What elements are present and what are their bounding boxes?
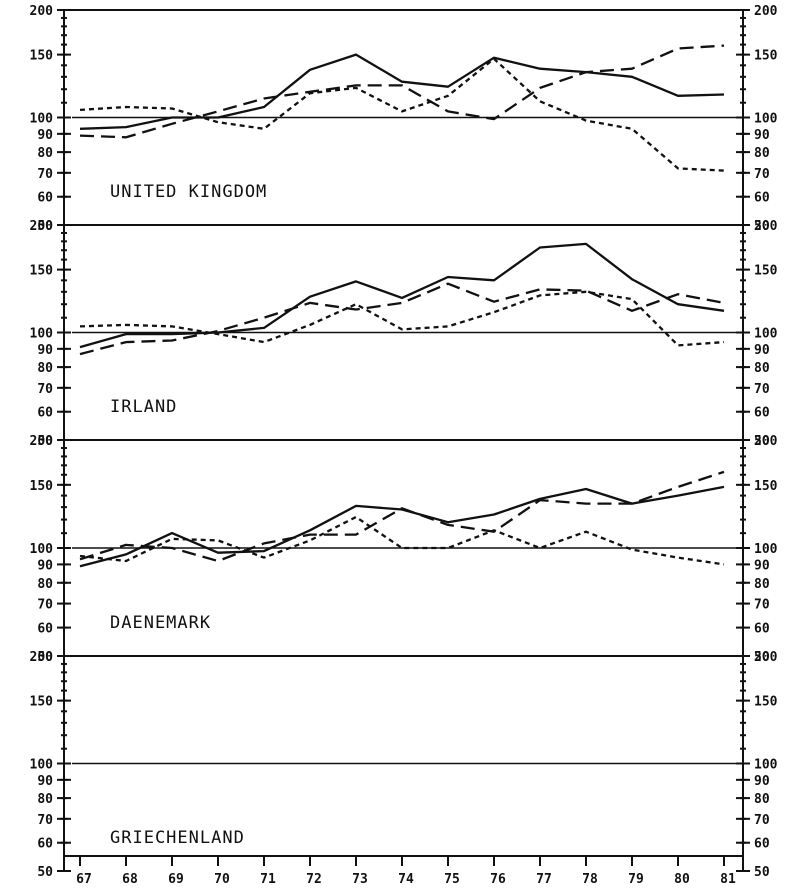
y-tick-label-right: 50 <box>754 650 770 665</box>
series-line-short-dash <box>79 515 725 566</box>
y-tick-label-left: 50 <box>37 434 53 449</box>
x-tick-label: 78 <box>582 872 598 886</box>
series-line-short-dash <box>79 57 725 172</box>
y-tick-label-right: 90 <box>754 558 770 573</box>
y-tick-label-left: 80 <box>37 792 53 807</box>
y-tick-label-right: 60 <box>754 406 770 421</box>
y-tick-label-left: 100 <box>30 758 54 773</box>
y-tick-label-left: 50 <box>37 650 53 665</box>
y-tick-label-right: 150 <box>754 695 778 710</box>
y-tick-label-right: 100 <box>754 112 778 127</box>
y-tick-label-left: 90 <box>37 128 53 143</box>
y-tick-label-left: 60 <box>37 191 53 206</box>
x-tick-label: 75 <box>444 872 460 886</box>
y-tick-label-left: 90 <box>37 343 53 358</box>
y-tick-label-left: 70 <box>37 813 53 828</box>
x-tick-label: 74 <box>398 872 414 886</box>
y-tick-label-right: 100 <box>754 758 778 773</box>
y-tick-label-right: 50 <box>754 865 770 880</box>
y-tick-label-left: 90 <box>37 558 53 573</box>
y-tick-label-left: 200 <box>30 219 54 234</box>
x-tick-label: 77 <box>536 872 552 886</box>
y-tick-label-left: 70 <box>37 167 53 182</box>
y-tick-label-left: 200 <box>30 4 54 19</box>
y-tick-label-left: 60 <box>37 837 53 852</box>
y-tick-label-left: 70 <box>37 598 53 613</box>
series-line-solid <box>79 53 725 130</box>
y-tick-label-left: 70 <box>37 382 53 397</box>
y-tick-label-right: 50 <box>754 434 770 449</box>
y-tick-label-left: 150 <box>30 695 54 710</box>
y-tick-label-left: 50 <box>37 219 53 234</box>
y-tick-label-right: 60 <box>754 622 770 637</box>
x-tick-label: 72 <box>306 872 322 886</box>
y-tick-label-left: 50 <box>37 865 53 880</box>
y-tick-label-right: 150 <box>754 49 778 64</box>
x-tick-label: 70 <box>214 872 230 886</box>
series-line-short-dash <box>79 290 725 347</box>
y-tick-label-right: 60 <box>754 837 770 852</box>
x-tick-label: 69 <box>168 872 184 886</box>
x-tick-label: 79 <box>628 872 644 886</box>
panel-label: UNITED KINGDOM <box>110 182 267 202</box>
panel-label: GRIECHENLAND <box>110 828 245 848</box>
series-line-long-dash <box>79 282 725 356</box>
y-tick-label-left: 100 <box>30 327 54 342</box>
y-tick-label-left: 80 <box>37 577 53 592</box>
y-tick-label-right: 80 <box>754 792 770 807</box>
y-tick-label-right: 90 <box>754 343 770 358</box>
panel-label: DAENEMARK <box>110 613 211 633</box>
x-tick-label: 80 <box>674 872 690 886</box>
y-tick-label-left: 80 <box>37 361 53 376</box>
y-tick-label-left: 150 <box>30 479 54 494</box>
y-tick-label-left: 100 <box>30 112 54 127</box>
y-tick-label-right: 100 <box>754 327 778 342</box>
y-tick-label-right: 100 <box>754 542 778 557</box>
y-tick-label-right: 200 <box>754 434 778 449</box>
y-tick-label-right: 80 <box>754 361 770 376</box>
y-tick-label-left: 60 <box>37 406 53 421</box>
y-tick-label-left: 200 <box>30 434 54 449</box>
y-tick-label-right: 150 <box>754 264 778 279</box>
y-tick-label-right: 70 <box>754 598 770 613</box>
y-tick-label-left: 150 <box>30 264 54 279</box>
x-tick-label: 81 <box>720 872 736 886</box>
y-tick-label-right: 200 <box>754 650 778 665</box>
y-tick-label-right: 50 <box>754 219 770 234</box>
y-tick-label-right: 150 <box>754 479 778 494</box>
x-tick-label: 76 <box>490 872 506 886</box>
y-tick-label-right: 70 <box>754 382 770 397</box>
y-tick-label-left: 100 <box>30 542 54 557</box>
y-tick-label-left: 60 <box>37 622 53 637</box>
y-tick-label-left: 200 <box>30 650 54 665</box>
y-tick-label-right: 200 <box>754 219 778 234</box>
x-tick-label: 73 <box>352 872 368 886</box>
y-tick-label-right: 80 <box>754 146 770 161</box>
x-tick-label: 67 <box>76 872 92 886</box>
panel-label: IRLAND <box>110 397 177 417</box>
series-line-long-dash <box>79 470 725 563</box>
x-tick-label: 71 <box>260 872 276 886</box>
y-tick-label-right: 90 <box>754 774 770 789</box>
y-tick-label-right: 200 <box>754 4 778 19</box>
y-tick-label-right: 70 <box>754 813 770 828</box>
y-tick-label-right: 80 <box>754 577 770 592</box>
series-line-solid <box>79 242 725 349</box>
series-line-long-dash <box>79 44 725 139</box>
y-tick-label-left: 90 <box>37 774 53 789</box>
series-line-solid <box>79 485 725 568</box>
x-tick-label: 68 <box>122 872 138 886</box>
y-tick-label-right: 60 <box>754 191 770 206</box>
y-tick-label-right: 90 <box>754 128 770 143</box>
y-tick-label-left: 80 <box>37 146 53 161</box>
y-tick-label-left: 150 <box>30 49 54 64</box>
y-tick-label-right: 70 <box>754 167 770 182</box>
